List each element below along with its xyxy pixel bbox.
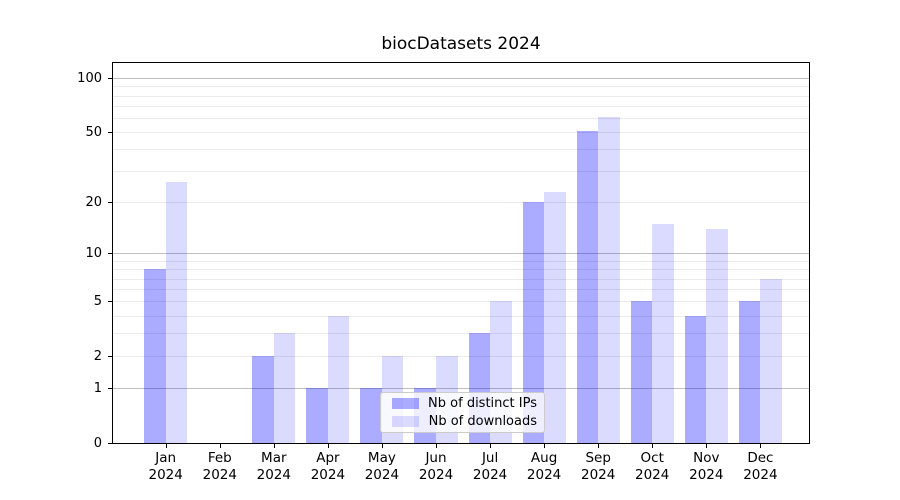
x-tick-label: Apr 2024 xyxy=(310,450,346,483)
bar-nb-of-downloads-sep-2024 xyxy=(598,116,620,443)
x-tick xyxy=(760,444,762,448)
bar-nb-of-distinct-ips-mar-2024 xyxy=(252,356,274,443)
minor-gridline xyxy=(113,260,809,262)
y-tick xyxy=(108,443,112,444)
x-tick-label: May 2024 xyxy=(364,450,400,483)
minor-gridline xyxy=(113,149,809,151)
major-gridline xyxy=(113,253,809,255)
x-tick xyxy=(490,444,492,448)
legend-swatch-downloads xyxy=(392,416,419,427)
plot-canvas xyxy=(113,63,809,443)
bar-nb-of-distinct-ips-apr-2024 xyxy=(306,388,328,443)
x-tick xyxy=(598,444,600,448)
bar-nb-of-downloads-dec-2024 xyxy=(760,278,782,443)
legend-swatch-distinct-ips xyxy=(392,398,419,409)
bar-nb-of-distinct-ips-may-2024 xyxy=(360,388,382,443)
y-tick xyxy=(108,202,112,204)
minor-gridline xyxy=(113,289,809,291)
minor-gridline xyxy=(113,269,809,271)
minor-gridline xyxy=(113,86,809,88)
minor-gridline xyxy=(113,105,809,107)
bar-nb-of-downloads-nov-2024 xyxy=(706,228,728,443)
x-tick-label: Dec 2024 xyxy=(743,450,778,483)
minor-gridline xyxy=(113,301,809,303)
x-tick xyxy=(706,444,708,448)
minor-gridline xyxy=(113,356,809,358)
x-tick xyxy=(436,444,437,448)
bar-nb-of-downloads-aug-2024 xyxy=(544,191,566,443)
y-tick xyxy=(108,388,112,390)
bar-nb-of-distinct-ips-sep-2024 xyxy=(576,130,599,443)
x-tick xyxy=(381,444,383,448)
major-gridline xyxy=(113,388,809,390)
x-tick-label: Jun 2024 xyxy=(418,450,454,483)
legend: Nb of distinct IPs Nb of downloads xyxy=(380,392,545,433)
x-tick xyxy=(165,444,167,448)
chart-title: biocDatasets 2024 xyxy=(381,34,541,54)
bar-nb-of-distinct-ips-jan-2024 xyxy=(144,269,166,443)
y-tick-label: 100 xyxy=(77,70,102,86)
bar-nb-of-distinct-ips-nov-2024 xyxy=(684,315,707,443)
minor-gridline xyxy=(113,315,809,317)
x-tick-label: Jan 2024 xyxy=(148,450,183,483)
x-tick-label: Oct 2024 xyxy=(635,450,670,483)
x-tick-label: Aug 2024 xyxy=(526,450,562,483)
y-tick xyxy=(108,253,112,255)
bar-nb-of-distinct-ips-dec-2024 xyxy=(738,301,761,443)
bar-nb-of-distinct-ips-oct-2024 xyxy=(630,301,653,443)
minor-gridline xyxy=(113,171,809,173)
minor-gridline xyxy=(113,333,809,335)
y-tick-label: 50 xyxy=(85,124,102,140)
x-tick-label: Sep 2024 xyxy=(581,450,616,483)
legend-entry-distinct-ips: Nb of distinct IPs xyxy=(387,396,537,411)
bar-nb-of-downloads-oct-2024 xyxy=(652,223,674,443)
y-tick xyxy=(108,132,112,133)
legend-label-downloads: Nb of downloads xyxy=(428,414,537,429)
minor-gridline xyxy=(113,202,809,204)
y-tick-label: 2 xyxy=(93,348,102,364)
x-tick xyxy=(652,444,654,448)
x-tick-label: Jul 2024 xyxy=(472,450,508,483)
minor-gridline xyxy=(113,117,809,119)
y-tick xyxy=(108,356,112,358)
y-tick-label: 5 xyxy=(93,293,102,309)
y-tick-label: 10 xyxy=(85,245,102,261)
x-tick xyxy=(544,444,546,448)
bar-nb-of-downloads-apr-2024 xyxy=(327,315,350,443)
bar-nb-of-downloads-jan-2024 xyxy=(165,182,188,443)
y-tick-label: 1 xyxy=(93,380,102,396)
y-tick xyxy=(108,301,112,303)
y-tick-label: 0 xyxy=(93,435,102,451)
bar-nb-of-downloads-mar-2024 xyxy=(273,333,296,443)
legend-entry-downloads: Nb of downloads xyxy=(387,414,537,429)
plot-area xyxy=(112,62,810,444)
bar-nb-of-distinct-ips-aug-2024 xyxy=(522,202,545,443)
major-gridline xyxy=(113,78,809,79)
x-tick xyxy=(327,444,329,448)
legend-label-distinct-ips: Nb of distinct IPs xyxy=(428,396,537,411)
x-tick xyxy=(219,444,221,448)
y-tick-label: 20 xyxy=(85,194,102,210)
x-tick xyxy=(273,444,275,448)
x-tick-label: Feb 2024 xyxy=(202,450,237,483)
minor-gridline xyxy=(113,278,809,280)
x-tick-label: Mar 2024 xyxy=(256,450,291,483)
x-tick-label: Nov 2024 xyxy=(689,450,724,483)
minor-gridline xyxy=(113,95,809,97)
minor-gridline xyxy=(113,132,809,133)
y-tick xyxy=(108,78,112,79)
